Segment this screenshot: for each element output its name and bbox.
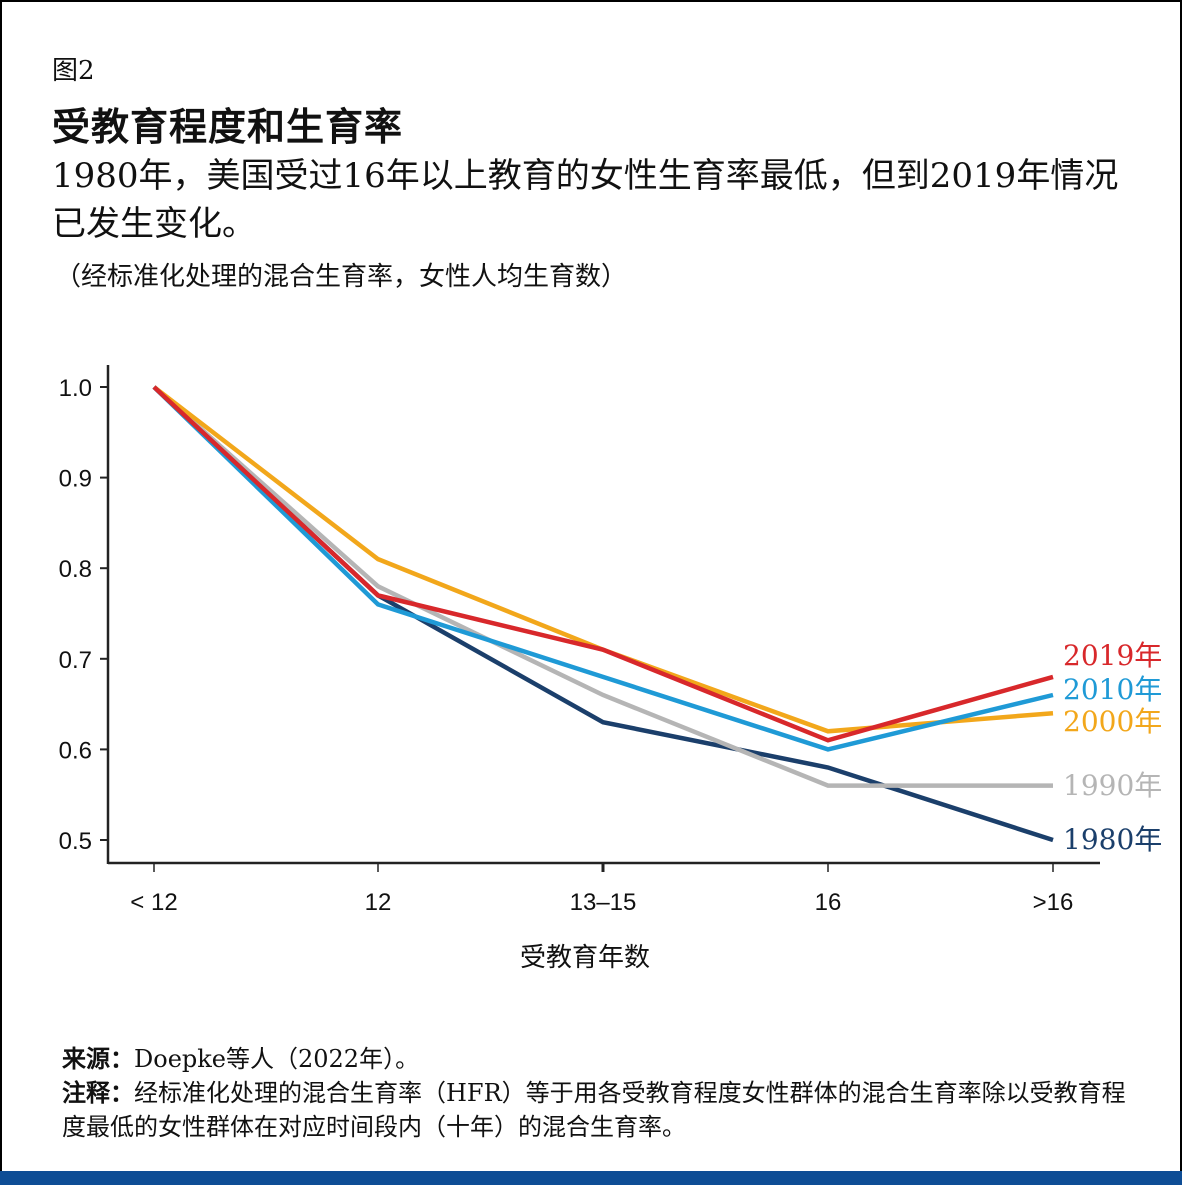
unit-note: （经标准化处理的混合生育率，女性人均生育数）	[55, 262, 628, 292]
x-tick-label: >16	[1033, 889, 1074, 916]
y-tick-label: 1.0	[59, 375, 92, 402]
source-text: Doepke等人（2022年）。	[134, 1045, 420, 1073]
note-label: 注释：	[62, 1079, 134, 1107]
series-line-1990	[152, 385, 1053, 788]
y-tick-label: 0.8	[59, 556, 92, 583]
y-tick-label: 0.9	[59, 466, 92, 493]
footnotes: 来源：Doepke等人（2022年）。 注释：经标准化处理的混合生育率（HFR）…	[62, 1042, 1142, 1144]
source-line: 来源：Doepke等人（2022年）。	[62, 1042, 1142, 1076]
series-line-2019	[152, 385, 1054, 743]
line-chart: 1.0 0.9 0.8 0.7 0.6 0.5 < 12 12 13–15 16 >16 1980…	[59, 365, 1162, 973]
series-line-2000	[152, 385, 1054, 734]
axes	[106, 365, 1100, 865]
series-label-2019: 2019年	[1063, 639, 1162, 672]
series-label-1990: 1990年	[1063, 769, 1162, 802]
y-tick-label: 0.6	[59, 737, 92, 764]
series-line-2010	[152, 385, 1054, 752]
chart-subtitle: 1980年，美国受过16年以上教育的女性生育率最低，但到2019年情况已发生变化…	[52, 156, 1119, 244]
x-ticks: < 12 12 13–15 16 >16	[130, 863, 1073, 916]
x-tick-label: 16	[815, 889, 842, 916]
series-line-1980	[152, 385, 1054, 843]
y-tick-label: 0.5	[59, 828, 92, 855]
chart-title: 受教育程度和生育率	[52, 105, 404, 149]
series-label-1980: 1980年	[1063, 823, 1162, 856]
x-tick-label: < 12	[130, 889, 177, 916]
x-tick-label: 13–15	[570, 889, 637, 916]
source-label: 来源：	[62, 1045, 134, 1073]
series-label-2010: 2010年	[1063, 673, 1162, 706]
bottom-brand-bar	[0, 1171, 1182, 1185]
series-lines	[152, 385, 1054, 843]
x-tick-label: 12	[365, 889, 392, 916]
y-tick-label: 0.7	[59, 647, 92, 674]
y-ticks: 1.0 0.9 0.8 0.7 0.6 0.5	[59, 375, 108, 855]
note-text: 经标准化处理的混合生育率（HFR）等于用各受教育程度女性群体的混合生育率除以受教…	[62, 1079, 1126, 1141]
x-axis-label: 受教育年数	[520, 943, 650, 973]
series-label-2000: 2000年	[1063, 705, 1162, 738]
note-line: 注释：经标准化处理的混合生育率（HFR）等于用各受教育程度女性群体的混合生育率除…	[62, 1076, 1142, 1144]
figure-label: 图2	[52, 56, 95, 86]
